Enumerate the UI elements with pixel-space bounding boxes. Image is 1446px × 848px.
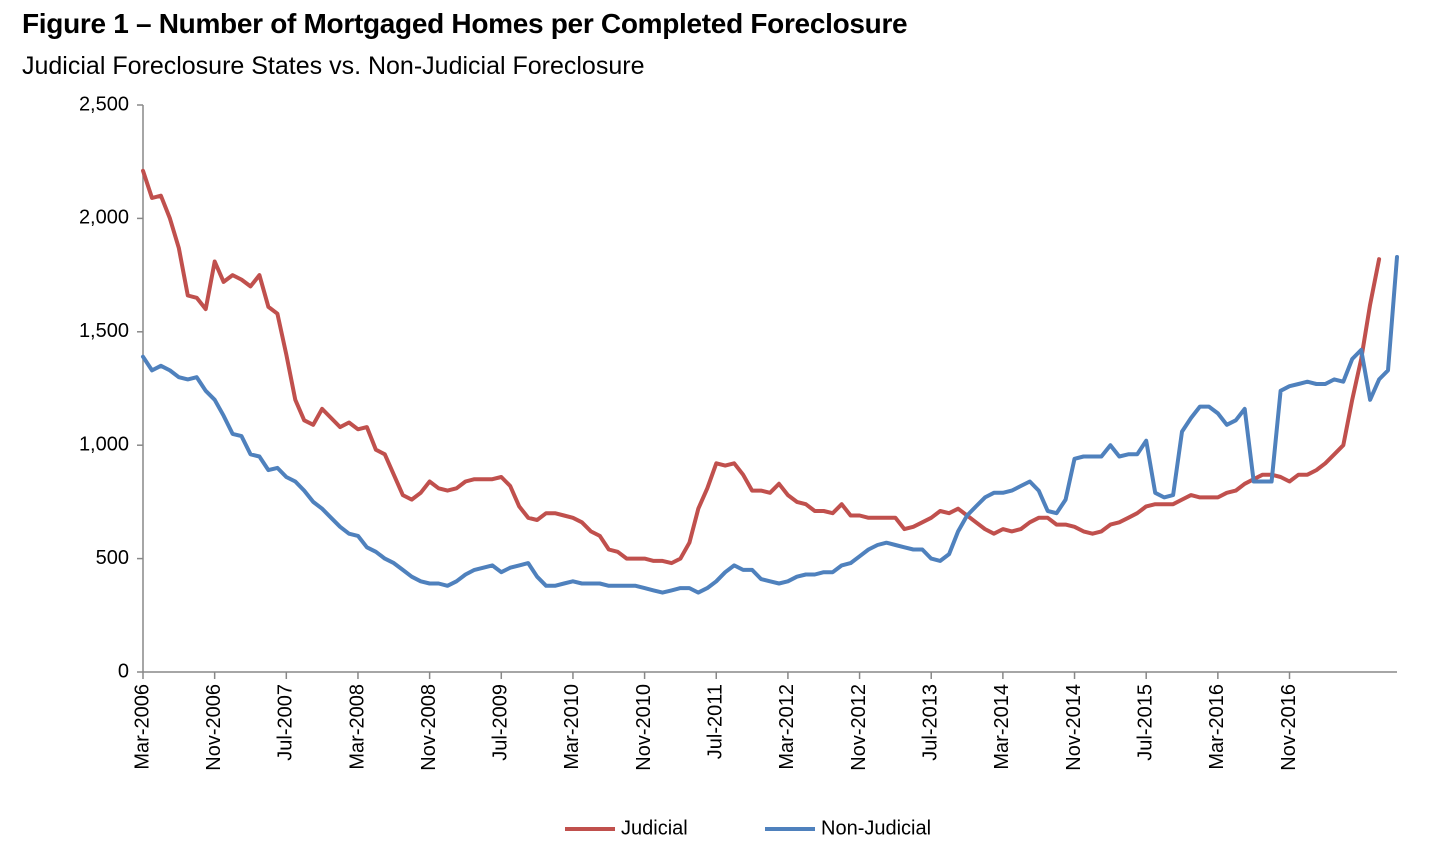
x-tick-label: Mar-2012: [776, 684, 798, 770]
chart-title: Figure 1 – Number of Mortgaged Homes per…: [22, 8, 908, 39]
x-tick-label: Nov-2008: [418, 684, 440, 771]
chart-series: [141, 168, 1399, 595]
x-tick-label: Nov-2010: [633, 684, 655, 771]
x-tick-label: Jul-2015: [1134, 684, 1156, 761]
y-tick-label: 500: [96, 547, 129, 569]
legend-label-non-judicial: Non-Judicial: [821, 817, 931, 839]
x-tick-label: Nov-2012: [848, 684, 870, 771]
y-tick-label: 1,500: [79, 320, 129, 342]
x-tick-label: Jul-2007: [275, 684, 297, 761]
x-axis-ticks: Mar-2006 Nov-2006 Jul-2007 Mar-2008 Nov-2008…: [131, 672, 1300, 771]
x-tick-label: Jul-2009: [490, 684, 512, 761]
x-tick-label: Nov-2006: [203, 684, 225, 771]
x-tick-label: Jul-2011: [705, 684, 727, 759]
y-axis-ticks: 0 500 1,000 1,500 2,000 2,500: [79, 93, 143, 682]
chart-subtitle: Judicial Foreclosure States vs. Non-Judi…: [22, 52, 645, 80]
legend-label-judicial: Judicial: [621, 817, 688, 839]
y-tick-label: 2,500: [79, 93, 129, 115]
x-tick-label: Nov-2014: [1063, 684, 1085, 771]
y-tick-label: 1,000: [79, 433, 129, 455]
x-tick-label: Jul-2013: [920, 684, 942, 761]
series-line-judicial: [141, 168, 1382, 566]
x-tick-label: Mar-2008: [346, 684, 368, 770]
chart-axes: [142, 105, 1397, 673]
x-tick-label: Mar-2016: [1206, 684, 1228, 770]
series-line-non-judicial: [141, 255, 1399, 595]
chart-legend: Judicial Non-Judicial: [565, 817, 931, 839]
y-tick-label: 2,000: [79, 207, 129, 229]
x-tick-label: Mar-2014: [991, 684, 1013, 770]
x-tick-label: Mar-2006: [131, 684, 153, 770]
x-tick-label: Nov-2016: [1278, 684, 1300, 771]
x-tick-label: Mar-2010: [561, 684, 583, 770]
y-tick-label: 0: [118, 660, 129, 682]
